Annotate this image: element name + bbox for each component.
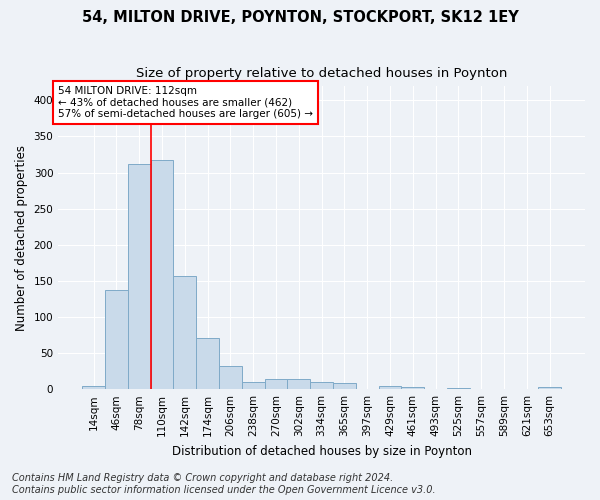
- Text: 54, MILTON DRIVE, POYNTON, STOCKPORT, SK12 1EY: 54, MILTON DRIVE, POYNTON, STOCKPORT, SK…: [82, 10, 518, 25]
- Bar: [287, 379, 310, 389]
- Bar: [82, 386, 105, 389]
- Bar: [265, 379, 287, 389]
- Bar: [151, 160, 173, 389]
- Y-axis label: Number of detached properties: Number of detached properties: [15, 144, 28, 330]
- Text: Contains HM Land Registry data © Crown copyright and database right 2024.
Contai: Contains HM Land Registry data © Crown c…: [12, 474, 436, 495]
- X-axis label: Distribution of detached houses by size in Poynton: Distribution of detached houses by size …: [172, 444, 472, 458]
- Bar: [379, 386, 401, 389]
- Bar: [538, 387, 561, 389]
- Title: Size of property relative to detached houses in Poynton: Size of property relative to detached ho…: [136, 68, 507, 80]
- Bar: [333, 384, 356, 389]
- Bar: [128, 164, 151, 389]
- Bar: [401, 387, 424, 389]
- Bar: [310, 382, 333, 389]
- Bar: [196, 338, 219, 389]
- Bar: [219, 366, 242, 389]
- Bar: [447, 388, 470, 389]
- Bar: [242, 382, 265, 389]
- Text: 54 MILTON DRIVE: 112sqm
← 43% of detached houses are smaller (462)
57% of semi-d: 54 MILTON DRIVE: 112sqm ← 43% of detache…: [58, 86, 313, 119]
- Bar: [105, 290, 128, 389]
- Bar: [173, 276, 196, 389]
